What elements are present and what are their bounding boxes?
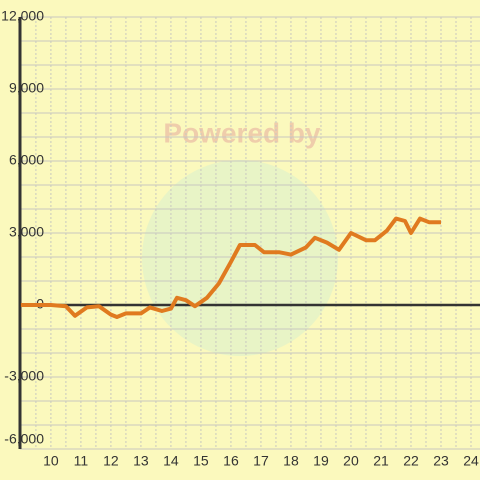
y-tick-label: 6,000: [9, 152, 44, 168]
x-tick-label: 20: [343, 453, 359, 469]
x-tick-label: 10: [43, 453, 59, 469]
y-tick-label: 12,000: [1, 8, 44, 24]
x-tick-label: 16: [223, 453, 239, 469]
x-tick-label: 14: [163, 453, 179, 469]
x-tick-label: 24: [463, 453, 479, 469]
y-tick-label: -3,000: [4, 368, 44, 384]
x-tick-label: 15: [193, 453, 209, 469]
x-tick-label: 18: [283, 453, 299, 469]
y-tick-label: -6,000: [4, 431, 44, 447]
x-tick-label: 12: [103, 453, 119, 469]
x-tick-label: 13: [133, 453, 149, 469]
x-tick-label: 17: [253, 453, 269, 469]
x-tick-label: 19: [313, 453, 329, 469]
data-line: [20, 216, 441, 319]
x-tick-label: 21: [373, 453, 389, 469]
x-tick-label: 22: [403, 453, 419, 469]
y-tick-label: 9,000: [9, 80, 44, 96]
x-tick-label: 23: [433, 453, 449, 469]
x-tick-label: 11: [74, 453, 89, 469]
y-tick-label: 3,000: [9, 224, 44, 240]
watermark: Powered by: [163, 117, 321, 148]
